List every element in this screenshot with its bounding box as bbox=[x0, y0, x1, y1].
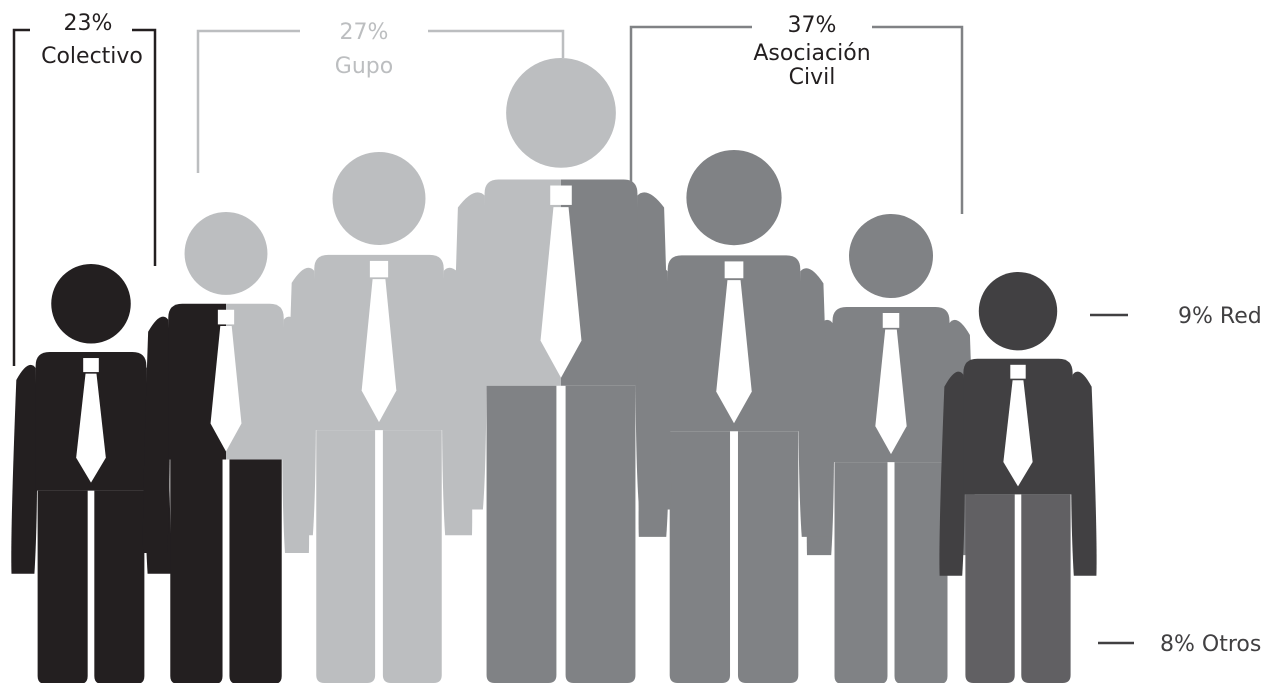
person-4-arm-right bbox=[635, 192, 672, 510]
person-7-leg-right bbox=[1021, 494, 1071, 683]
person-7-tie bbox=[1003, 380, 1033, 487]
person-4 bbox=[450, 57, 672, 683]
person-7-arm-right bbox=[1071, 371, 1097, 576]
label-asociacion-percent: 37% bbox=[788, 13, 837, 38]
person-5-tie bbox=[716, 280, 752, 424]
person-3-tie bbox=[361, 279, 397, 423]
person-2-collar bbox=[217, 309, 235, 325]
person-6-leg-left bbox=[834, 462, 888, 683]
label-asociacion-name-2: Civil bbox=[789, 65, 836, 90]
person-3-leg-right bbox=[382, 430, 442, 683]
label-gupo-name: Gupo bbox=[335, 54, 393, 79]
label-colectivo-percent: 23% bbox=[64, 11, 113, 36]
person-7-head bbox=[978, 272, 1058, 351]
person-6-collar bbox=[882, 313, 900, 328]
person-5-head bbox=[686, 150, 782, 246]
label-asociacion-name-1: Asociación bbox=[753, 41, 870, 66]
person-3-arm-left bbox=[285, 267, 317, 536]
person-4-leg-left bbox=[486, 385, 557, 683]
person-4-leg-right bbox=[565, 385, 636, 683]
person-4-collar bbox=[550, 185, 572, 205]
person-1-head bbox=[51, 264, 131, 344]
person-5-leg-right bbox=[737, 431, 799, 683]
person-1-leg-right bbox=[94, 490, 145, 683]
person-4-head bbox=[506, 57, 616, 168]
person-4-tie bbox=[540, 207, 582, 378]
person-2-leg-left bbox=[170, 459, 223, 683]
person-2-head bbox=[184, 212, 268, 295]
person-7-arm-left bbox=[939, 371, 965, 576]
person-2-leg-right bbox=[229, 459, 282, 683]
person-3-collar bbox=[369, 260, 389, 278]
person-3-head bbox=[332, 152, 426, 245]
person-6-tie bbox=[875, 329, 907, 455]
person-6-head bbox=[849, 214, 933, 298]
label-otros: 8% Otros bbox=[1160, 632, 1261, 657]
label-red: 9% Red bbox=[1178, 304, 1262, 329]
person-7 bbox=[939, 272, 1097, 683]
person-7-leg-left bbox=[965, 494, 1015, 683]
person-3 bbox=[285, 152, 473, 683]
bracket-asociacion bbox=[629, 25, 964, 214]
person-1-arm-left bbox=[11, 364, 38, 574]
person-3-leg-left bbox=[316, 430, 376, 683]
people-group bbox=[11, 57, 1097, 683]
bracket-colectivo bbox=[12, 28, 157, 366]
person-4-arm-left bbox=[450, 192, 487, 510]
person-1-collar bbox=[83, 358, 99, 373]
person-2 bbox=[142, 212, 310, 683]
person-1-leg-left bbox=[37, 490, 88, 683]
person-2-tie bbox=[210, 326, 242, 452]
label-colectivo-name: Colectivo bbox=[41, 44, 143, 69]
person-6-leg-right bbox=[894, 462, 948, 683]
bracket-gupo bbox=[196, 29, 565, 173]
person-5-arm-right bbox=[798, 268, 830, 537]
person-1-tie bbox=[76, 373, 106, 483]
person-2-arm-left bbox=[142, 316, 170, 553]
person-7-collar bbox=[1010, 364, 1026, 379]
label-gupo-percent: 27% bbox=[340, 20, 389, 45]
person-5-collar bbox=[724, 261, 744, 279]
person-5-leg-left bbox=[669, 431, 731, 683]
